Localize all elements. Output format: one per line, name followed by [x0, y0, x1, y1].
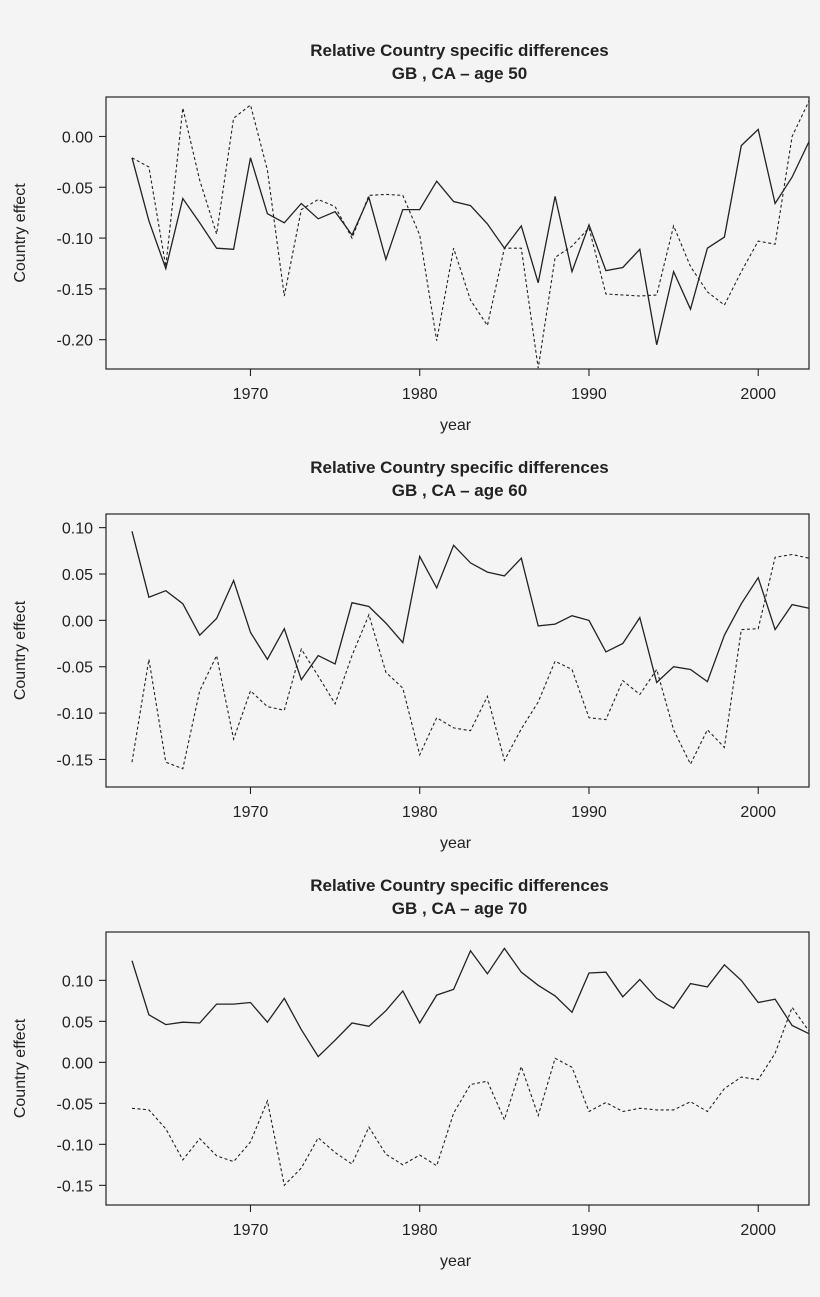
- y-tick-label: 0.05: [62, 1014, 93, 1031]
- y-tick-label: -0.15: [57, 282, 94, 299]
- x-tick-label: 1980: [402, 386, 438, 403]
- chart-title: Relative Country specific differences: [310, 458, 609, 477]
- x-tick-label: 2000: [740, 386, 776, 403]
- y-axis-label: Country effect: [12, 600, 29, 700]
- y-tick-label: -0.15: [57, 752, 94, 769]
- y-axis-label: Country effect: [12, 183, 29, 283]
- chart-panel-3: Relative Country specific differences GB …: [12, 876, 810, 1270]
- y-axis-label: Country effect: [12, 1018, 29, 1118]
- chart-subtitle: GB , CA – age 70: [392, 899, 527, 918]
- y-tick-label: -0.10: [57, 231, 94, 248]
- x-tick-label: 1970: [233, 804, 269, 821]
- x-tick-label: 1990: [571, 804, 607, 821]
- y-tick-label: -0.20: [57, 333, 94, 350]
- y-tick-label: -0.10: [57, 1137, 94, 1154]
- plot-frame: [105, 513, 810, 788]
- series-line-dashed: [131, 553, 810, 770]
- y-tick-label: 0.00: [62, 613, 93, 630]
- x-tick-label: 1990: [571, 1222, 607, 1239]
- x-tick-label: 1980: [402, 1222, 438, 1239]
- y-tick-label: 0.00: [62, 1055, 93, 1072]
- chart-panel-1: Relative Country specific differences GB …: [12, 41, 810, 434]
- chart-title: Relative Country specific differences: [310, 876, 609, 895]
- x-axis-label: year: [440, 835, 472, 852]
- chart-title: Relative Country specific differences: [310, 41, 609, 60]
- y-tick-label: 0.05: [62, 567, 93, 584]
- y-tick-label: 0.10: [62, 973, 93, 990]
- x-tick-label: 1980: [402, 804, 438, 821]
- x-tick-label: 1990: [571, 386, 607, 403]
- y-tick-label: -0.05: [57, 180, 94, 197]
- x-tick-label: 1970: [233, 386, 269, 403]
- chart-subtitle: GB , CA – age 60: [392, 481, 527, 500]
- chart-subtitle: GB , CA – age 50: [392, 64, 527, 83]
- x-tick-label: 2000: [740, 1222, 776, 1239]
- y-tick-label: -0.05: [57, 1096, 94, 1113]
- x-axis-label: year: [440, 1253, 472, 1270]
- x-tick-label: 2000: [740, 804, 776, 821]
- y-tick-label: -0.05: [57, 660, 94, 677]
- y-tick-label: -0.15: [57, 1178, 94, 1195]
- series-line-solid: [131, 128, 810, 345]
- plot-frame: [105, 96, 810, 370]
- y-tick-label: -0.10: [57, 706, 94, 723]
- y-tick-label: 0.10: [62, 521, 93, 538]
- series-line-dashed: [131, 100, 810, 369]
- x-axis-label: year: [440, 417, 472, 434]
- series-line-solid: [131, 947, 810, 1058]
- series-line-solid: [131, 531, 810, 684]
- y-tick-label: 0.00: [62, 129, 93, 146]
- x-tick-label: 1970: [233, 1222, 269, 1239]
- chart-panel-2: Relative Country specific differences GB …: [12, 458, 810, 852]
- plot-frame: [105, 931, 810, 1206]
